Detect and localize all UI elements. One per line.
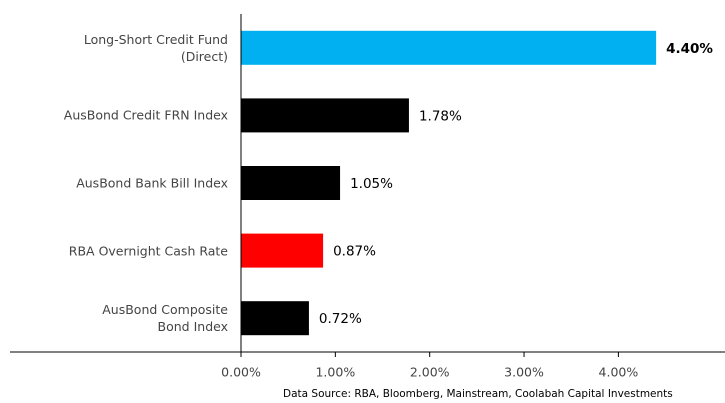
bar <box>241 166 341 200</box>
data-label: 0.72% <box>319 311 362 327</box>
bar <box>241 301 309 336</box>
x-tick-label: 3.00% <box>504 365 544 380</box>
category-label: AusBond Credit FRN Index <box>63 107 228 123</box>
category-label: Long-Short Credit Fund (Direct) <box>83 31 228 64</box>
category-label: RBA Overnight Cash Rate <box>68 243 228 259</box>
x-tick-label: 2.00% <box>410 365 450 380</box>
bar <box>241 98 409 133</box>
x-tick-label: 1.00% <box>315 365 355 380</box>
source-note: Data Source: RBA, Bloomberg, Mainstream,… <box>283 388 673 400</box>
x-tick-label: 0.00% <box>221 365 261 380</box>
category-label: AusBond Bank Bill Index <box>76 175 228 191</box>
bar <box>241 30 657 65</box>
data-label: 4.40% <box>666 41 713 57</box>
bar <box>241 233 324 268</box>
data-label: 1.05% <box>350 176 393 192</box>
category-label: AusBond Composite Bond Index <box>102 302 228 335</box>
data-label: 1.78% <box>419 108 462 124</box>
x-tick-label: 4.00% <box>599 365 639 380</box>
data-label: 0.87% <box>333 244 376 260</box>
